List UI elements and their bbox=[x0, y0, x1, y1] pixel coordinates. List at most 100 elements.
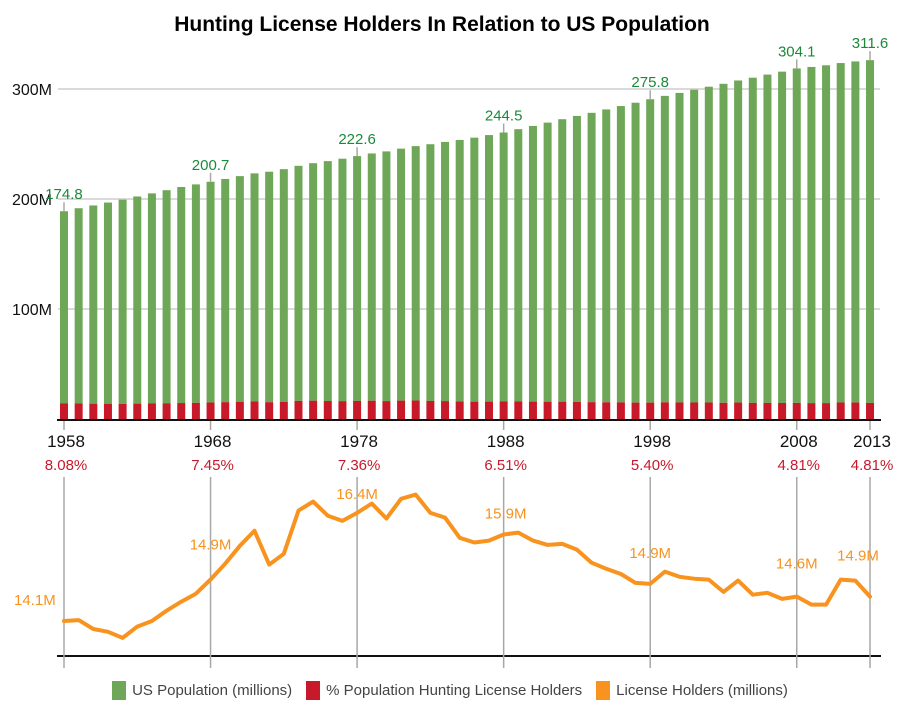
percent-bar bbox=[778, 402, 787, 419]
license-data-label: 15.9M bbox=[485, 506, 527, 523]
population-bar bbox=[455, 139, 464, 402]
percent-bar bbox=[74, 403, 83, 419]
percent-bar bbox=[60, 403, 68, 419]
percent-bar bbox=[528, 401, 537, 419]
population-bar bbox=[206, 181, 215, 403]
percent-bar bbox=[279, 401, 288, 419]
population-bar bbox=[748, 77, 757, 403]
percent-bar bbox=[734, 402, 743, 419]
pct-tick-label: 8.08% bbox=[45, 457, 88, 474]
pct-tick-label: 5.40% bbox=[631, 457, 674, 474]
pct-tick-label: 4.81% bbox=[777, 457, 820, 474]
population-data-label: 275.8 bbox=[631, 74, 669, 91]
legend-swatch-red bbox=[306, 680, 321, 700]
percent-bar bbox=[866, 402, 875, 419]
population-bar bbox=[250, 173, 259, 402]
pct-tick-label: 7.36% bbox=[338, 457, 381, 474]
population-bar bbox=[279, 169, 288, 402]
population-bar bbox=[103, 202, 112, 404]
bar-y-axis: 100M 200M 300M bbox=[12, 82, 52, 319]
percent-bar bbox=[411, 400, 420, 419]
bar-series bbox=[60, 60, 875, 419]
legend-swatch-green bbox=[112, 680, 127, 700]
legend-swatch-orange bbox=[596, 680, 611, 700]
population-data-labels: 174.8 200.7 222.6 244.5 275.8 304.1 311.6 bbox=[45, 35, 888, 212]
population-bar bbox=[734, 80, 743, 403]
population-bar bbox=[807, 66, 816, 404]
x-tick-label: 1958 bbox=[47, 432, 85, 451]
population-bar bbox=[133, 196, 142, 404]
percent-bar bbox=[484, 401, 493, 419]
percent-bar bbox=[250, 401, 259, 419]
license-data-label: 14.9M bbox=[837, 548, 879, 565]
population-bar bbox=[162, 190, 171, 404]
license-line-series bbox=[62, 492, 872, 640]
population-bar bbox=[235, 176, 244, 402]
population-bar bbox=[74, 208, 83, 404]
population-bar bbox=[191, 184, 200, 403]
percent-bar bbox=[719, 402, 728, 419]
percent-bar bbox=[367, 400, 376, 419]
population-bar bbox=[866, 60, 875, 403]
y-tick-label: 100M bbox=[12, 302, 52, 319]
legend-label: License Holders (millions) bbox=[616, 681, 788, 699]
population-data-label: 222.6 bbox=[338, 131, 376, 148]
population-bar bbox=[411, 146, 420, 401]
percent-bar bbox=[294, 400, 303, 419]
legend-label: % Population Hunting License Holders bbox=[326, 681, 583, 699]
percent-bar bbox=[206, 402, 215, 419]
percent-bar bbox=[675, 402, 684, 419]
legend-item-percent[interactable]: % Population Hunting License Holders bbox=[306, 680, 583, 700]
population-bar bbox=[484, 135, 493, 402]
x-axis-ticks: 1958 8.08% 1968 7.45% 1978 7.36% 1988 6.51% 1998… bbox=[45, 421, 893, 668]
legend-item-license-holders[interactable]: License Holders (millions) bbox=[596, 680, 788, 700]
license-data-label: 14.9M bbox=[629, 545, 671, 562]
population-bar bbox=[470, 137, 479, 402]
percent-bar bbox=[162, 403, 171, 419]
license-data-label: 16.4M bbox=[336, 486, 378, 503]
percent-bar bbox=[690, 402, 699, 419]
population-bar bbox=[382, 151, 391, 402]
percent-bar bbox=[441, 401, 450, 419]
population-bar bbox=[822, 65, 831, 404]
percent-bar bbox=[177, 403, 186, 419]
percent-bar bbox=[792, 402, 801, 419]
chart-title: Hunting License Holders In Relation to U… bbox=[174, 13, 710, 36]
x-tick-label: 2008 bbox=[780, 432, 818, 451]
percent-bar bbox=[558, 401, 567, 419]
percent-bar bbox=[704, 402, 713, 419]
population-bar bbox=[587, 112, 596, 403]
percent-bar bbox=[118, 403, 127, 419]
legend-label: US Population (millions) bbox=[132, 681, 293, 699]
population-bar bbox=[778, 71, 787, 403]
population-bar bbox=[338, 158, 347, 402]
population-bar bbox=[177, 186, 186, 404]
population-data-label: 174.8 bbox=[45, 186, 83, 203]
percent-bar bbox=[323, 401, 332, 419]
legend-item-population[interactable]: US Population (millions) bbox=[112, 680, 293, 700]
population-bar bbox=[118, 199, 127, 404]
population-bar bbox=[221, 178, 230, 403]
chart: Hunting License Holders In Relation to U… bbox=[12, 13, 893, 668]
percent-bar bbox=[103, 403, 112, 419]
percent-bar bbox=[763, 402, 772, 419]
population-bar bbox=[528, 125, 537, 402]
population-bar bbox=[441, 141, 450, 402]
population-bar bbox=[353, 156, 362, 401]
population-bar bbox=[294, 165, 303, 401]
y-tick-label: 300M bbox=[12, 82, 52, 99]
population-bar bbox=[719, 83, 728, 403]
population-data-label: 200.7 bbox=[192, 157, 230, 174]
population-bar bbox=[89, 205, 98, 404]
population-bar bbox=[704, 86, 713, 403]
population-data-label: 311.6 bbox=[852, 35, 888, 52]
legend: US Population (millions) % Population Hu… bbox=[0, 677, 900, 703]
population-bar bbox=[836, 63, 845, 403]
population-bar bbox=[675, 92, 684, 403]
population-bar bbox=[792, 68, 801, 403]
population-bar bbox=[147, 193, 156, 404]
license-line bbox=[62, 492, 872, 640]
license-data-label: 14.6M bbox=[776, 556, 818, 573]
population-bar bbox=[426, 144, 435, 401]
percent-bar bbox=[147, 403, 156, 419]
